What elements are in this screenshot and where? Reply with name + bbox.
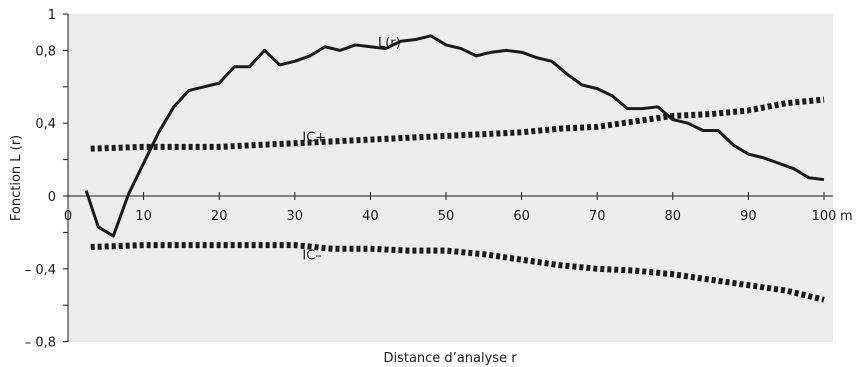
x-axis: 0 10 20 30 40 50 60 70 80 90 100 [64, 192, 837, 224]
x-axis-unit: m [840, 209, 853, 224]
x-tick-label: 10 [135, 209, 152, 224]
y-tick-label: 1 [48, 8, 56, 23]
y-axis-title: Fonction L (r) [9, 135, 24, 221]
x-tick-label: 50 [438, 209, 455, 224]
y-tick-label: – 0,8 [25, 336, 56, 351]
x-tick-label: 20 [211, 209, 228, 224]
x-tick-label: 90 [740, 209, 757, 224]
series-label: IC+ [302, 130, 326, 145]
plot-background [68, 14, 833, 342]
series-line-2 [90, 96, 825, 152]
x-tick-label: 60 [513, 209, 530, 224]
x-tick-label: 80 [665, 209, 682, 224]
y-tick-label: 0,4 [35, 117, 56, 132]
y-axis: 1 0,8 0,4 0 – 0,4 – 0,8 [25, 8, 69, 351]
series-label: IC– [302, 249, 321, 264]
y-tick-label: 0,8 [35, 44, 56, 59]
x-tick-label: 30 [287, 209, 304, 224]
series-label: L(r) [378, 36, 401, 51]
x-tick-label: 100 [812, 209, 837, 224]
series-line-1 [84, 34, 825, 238]
series-line-3 [90, 242, 825, 303]
y-tick-label: – 0,4 [25, 263, 56, 278]
x-tick-label: 40 [362, 209, 379, 224]
x-tick-label: 0 [64, 209, 72, 224]
x-tick-label: 70 [589, 209, 606, 224]
series: L(r) IC+ IC– [84, 34, 825, 303]
y-tick-label: 0 [48, 190, 56, 205]
x-axis-title: Distance d’analyse r [383, 351, 517, 366]
